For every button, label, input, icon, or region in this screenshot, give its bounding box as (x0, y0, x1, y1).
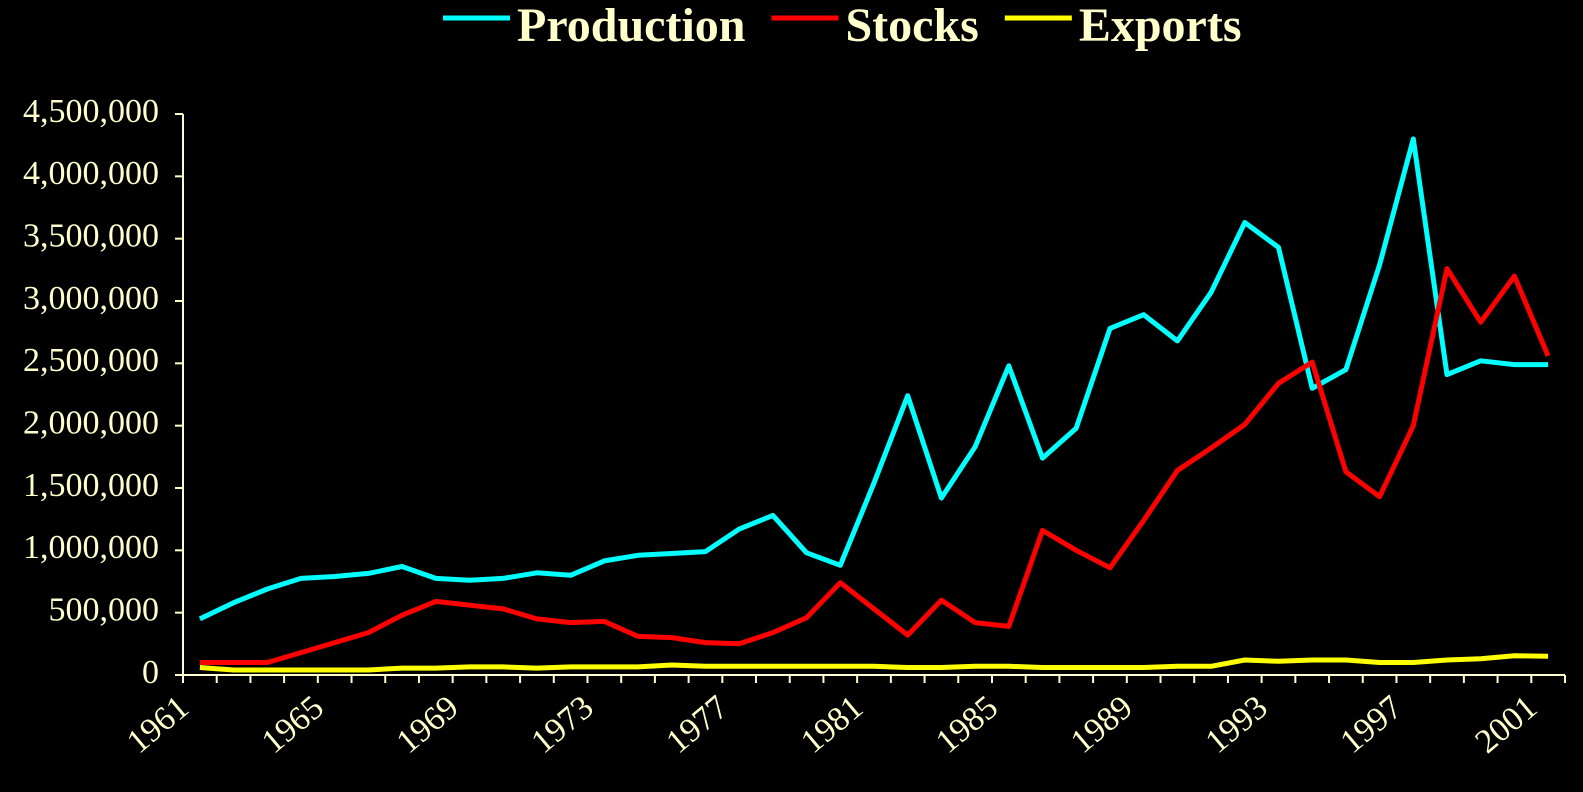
x-tick-label: 1981 (794, 689, 870, 761)
x-tick-label: 1989 (1064, 689, 1140, 761)
x-tick-label: 1973 (525, 689, 601, 761)
x-tick-label: 1985 (929, 689, 1005, 761)
legend-label: Stocks (845, 0, 978, 52)
line-series (198, 136, 1549, 622)
line-series (199, 653, 1549, 673)
x-tick-label: 1993 (1199, 689, 1275, 761)
y-tick-label: 1,500,000 (23, 467, 159, 504)
y-tick-label: 4,500,000 (23, 93, 159, 130)
legend-label: Exports (1079, 0, 1242, 52)
y-tick-label: 1,000,000 (23, 529, 159, 566)
y-tick-label: 3,500,000 (23, 217, 159, 254)
y-tick-label: 2,000,000 (23, 404, 159, 441)
x-tick-label: 1977 (659, 689, 735, 761)
y-tick-label: 0 (142, 654, 159, 691)
y-tick-label: 4,000,000 (23, 155, 159, 192)
x-tick-label: 1961 (120, 689, 196, 761)
x-tick-label: 2001 (1468, 689, 1544, 761)
x-tick-label: 1997 (1334, 689, 1410, 761)
x-tick-label: 1965 (255, 689, 331, 761)
legend-label: Production (517, 0, 745, 52)
y-tick-label: 3,000,000 (23, 280, 159, 317)
y-tick-label: 500,000 (49, 591, 160, 628)
x-tick-label: 1969 (390, 689, 466, 761)
y-tick-label: 2,500,000 (23, 342, 159, 379)
line-series (199, 266, 1551, 665)
